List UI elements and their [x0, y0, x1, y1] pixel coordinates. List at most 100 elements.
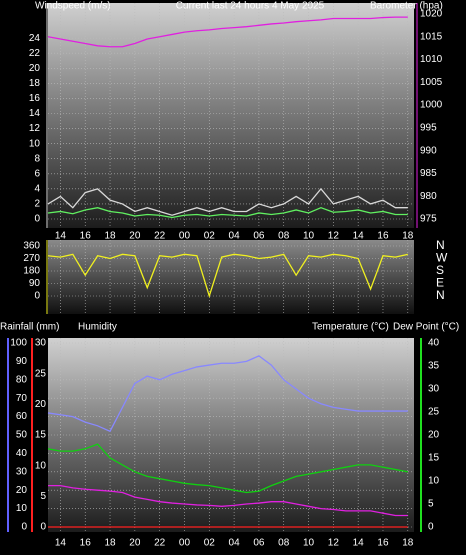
series-name: Humidity — [78, 322, 117, 333]
y2-tick-label: 0 — [40, 522, 46, 533]
y3-tick-label: 30 — [428, 384, 440, 395]
series-line — [48, 484, 408, 517]
y-tick-label: 16 — [29, 93, 41, 104]
x-tick-label: 16 — [80, 231, 92, 242]
x-tick-label: 18 — [104, 231, 116, 242]
y-tick-label: 8 — [34, 153, 40, 164]
x-tick-label: 00 — [179, 231, 191, 242]
y-tick-label: 12 — [29, 123, 41, 134]
series-name: Rainfall (mm) — [0, 322, 59, 333]
y-tick-label: 0 — [21, 522, 27, 533]
x-tick-label: 06 — [253, 538, 265, 549]
y-tick-label: 4 — [34, 183, 40, 194]
y2-tick-label: 980 — [420, 191, 437, 202]
x-tick-label: 22 — [154, 231, 166, 242]
y-tick-label: 22 — [29, 48, 41, 59]
y-tick-label: 24 — [29, 33, 41, 44]
series-line — [47, 187, 408, 216]
y2-tick-label: S — [436, 263, 444, 277]
panel-direction — [48, 240, 414, 314]
y-tick-label: 10 — [16, 503, 28, 514]
x-tick-label: 10 — [303, 231, 315, 242]
y-tick-label: 20 — [16, 485, 28, 496]
y-tick-label: 270 — [23, 253, 40, 264]
x-tick-label: 18 — [104, 538, 116, 549]
y-tick-label: 60 — [16, 411, 28, 422]
y2-tick-label: W — [436, 251, 448, 265]
y-tick-label: 70 — [16, 393, 28, 404]
y3-tick-label: 15 — [428, 453, 440, 464]
series-line — [47, 16, 408, 48]
series-line — [47, 355, 408, 433]
y3-tick-label: 40 — [428, 338, 440, 349]
y-tick-label: 14 — [29, 108, 41, 119]
x-tick-label: 04 — [229, 538, 241, 549]
y2-tick-label: 985 — [420, 168, 437, 179]
y-tick-label: 20 — [29, 63, 41, 74]
y-tick-label: 18 — [29, 78, 41, 89]
y2-tick-label: 25 — [35, 368, 47, 379]
x-tick-label: 20 — [129, 231, 141, 242]
y3-tick-label: 0 — [428, 522, 434, 533]
y3-tick-label: 35 — [428, 361, 440, 372]
y-tick-label: 6 — [34, 168, 40, 179]
series-line — [47, 443, 408, 494]
y2-tick-label: N — [436, 238, 445, 252]
y-tick-label: 0 — [34, 291, 40, 302]
y2-tick-label: E — [436, 276, 444, 290]
x-tick-label: 16 — [377, 231, 389, 242]
y-tick-label: 30 — [16, 466, 28, 477]
x-tick-label: 02 — [204, 231, 216, 242]
x-tick-label: 04 — [229, 231, 241, 242]
y-tick-label: 80 — [16, 374, 28, 385]
y-axis-title: Windspeed (m/s) — [35, 1, 111, 12]
y2-tick-label: 10 — [35, 460, 47, 471]
y-tick-label: 360 — [23, 241, 40, 252]
y2-tick-label: 1000 — [420, 100, 443, 111]
y3-tick-label: 10 — [428, 476, 440, 487]
y-tick-label: 10 — [29, 138, 41, 149]
y2-tick-label: 20 — [35, 399, 47, 410]
y2-tick-label: 15 — [35, 430, 47, 441]
y-tick-label: 50 — [16, 430, 28, 441]
y2-tick-label: 975 — [420, 214, 437, 225]
y-tick-label: 90 — [16, 356, 28, 367]
y2-tick-label: 1015 — [420, 31, 443, 42]
x-tick-label: 14 — [353, 538, 365, 549]
y2-tick-label: 30 — [35, 338, 47, 349]
y2-tick-label: N — [436, 288, 445, 302]
y2-tick-label: 1005 — [420, 77, 443, 88]
y2-tick-label: 5 — [40, 491, 46, 502]
x-tick-label: 12 — [328, 538, 340, 549]
y-tick-label: 0 — [34, 214, 40, 225]
series-name: Temperature (°C) — [312, 322, 389, 333]
y-tick-label: 2 — [34, 199, 40, 210]
y3-tick-label: 20 — [428, 430, 440, 441]
x-tick-label: 00 — [179, 538, 191, 549]
x-tick-label: 14 — [353, 231, 365, 242]
y2-axis-title: Barometer (hpa) — [370, 1, 443, 12]
x-tick-label: 10 — [303, 538, 315, 549]
x-tick-label: 18 — [402, 538, 414, 549]
x-tick-label: 20 — [129, 538, 141, 549]
y2-tick-label: 990 — [420, 145, 437, 156]
chart-title: Current last 24 hours 4 May 2025 — [176, 1, 325, 12]
x-tick-label: 08 — [278, 538, 290, 549]
y-tick-label: 40 — [16, 448, 28, 459]
y-tick-label: 90 — [29, 278, 41, 289]
y-tick-label: 100 — [10, 338, 27, 349]
series-line — [47, 206, 408, 219]
x-tick-label: 08 — [278, 231, 290, 242]
y3-tick-label: 5 — [428, 499, 434, 510]
x-tick-label: 14 — [55, 538, 67, 549]
x-tick-label: 18 — [402, 231, 414, 242]
x-tick-label: 12 — [328, 231, 340, 242]
series-line — [47, 253, 408, 299]
y2-tick-label: 1020 — [420, 9, 443, 20]
series-name: Dew Point (°C) — [393, 322, 459, 333]
y3-tick-label: 25 — [428, 407, 440, 418]
panel-wind-baro — [48, 3, 414, 228]
x-tick-label: 02 — [204, 538, 216, 549]
x-tick-label: 16 — [80, 538, 92, 549]
